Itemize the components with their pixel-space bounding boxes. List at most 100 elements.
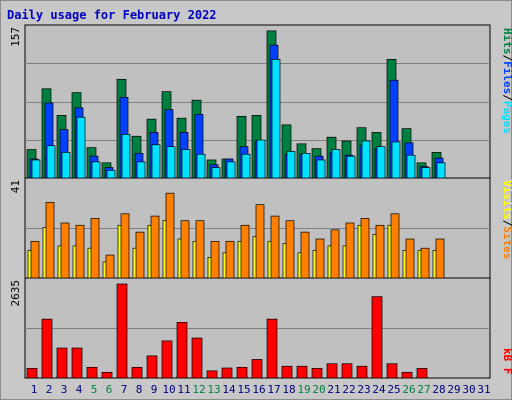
bar-pages-day-26 [406,154,416,179]
legend-visits-sites: Visits/Sites [501,180,512,260]
bar-sites-day-3 [60,222,70,279]
bar-sites-day-25 [390,213,400,279]
x-tick-day-24: 24 [372,383,386,396]
bar-kbytes-day-15 [236,366,248,379]
bar-pages-day-15 [241,153,251,179]
legend-visits-sites-part: / [501,220,512,227]
bar-sites-day-1 [30,240,40,279]
x-tick-day-17: 17 [267,383,280,396]
x-tick-day-6: 6 [106,383,113,396]
bar-pages-day-23 [361,140,371,179]
bar-sites-day-16 [255,204,265,279]
x-tick-day-10: 10 [162,383,175,396]
bar-pages-day-28 [436,162,446,179]
x-tick-day-23: 23 [357,383,370,396]
x-tick-day-25: 25 [387,383,400,396]
bar-kbytes-day-25 [386,363,398,379]
bar-kbytes-day-26 [401,371,413,379]
x-tick-day-22: 22 [342,383,355,396]
bar-kbytes-day-11 [176,321,188,379]
bar-sites-day-14 [225,240,235,279]
bar-sites-day-23 [360,218,370,279]
bar-pages-day-1 [31,159,41,179]
bar-pages-day-21 [331,149,341,179]
bar-kbytes-day-6 [101,371,113,379]
x-tick-day-3: 3 [61,383,68,396]
x-tick-day-5: 5 [91,383,98,396]
bar-pages-day-3 [61,152,71,179]
bar-pages-day-8 [136,161,146,179]
bar-sites-day-12 [195,220,205,279]
x-tick-day-4: 4 [76,383,83,396]
x-tick-day-2: 2 [46,383,53,396]
bar-sites-day-17 [270,215,280,279]
bar-pages-day-13 [211,167,221,179]
bar-sites-day-15 [240,224,250,279]
legend-visits-sites-part: Sites [501,226,512,259]
x-tick-day-13: 13 [207,383,220,396]
bar-sites-day-18 [285,220,295,279]
bar-sites-day-2 [45,201,55,279]
bar-kbytes-day-21 [326,363,338,379]
bar-sites-day-9 [150,215,160,279]
bar-pages-day-14 [226,161,236,179]
bar-sites-day-19 [300,231,310,279]
bar-kbytes-day-12 [191,337,203,379]
bar-kbytes-day-5 [86,366,98,379]
x-tick-day-8: 8 [136,383,143,396]
bar-kbytes-day-19 [296,365,308,379]
x-tick-day-19: 19 [297,383,310,396]
bar-pages-day-6 [106,170,116,179]
bar-pages-day-10 [166,146,176,179]
legend-hits-files-pages: Hits/Files/Pages [501,28,512,134]
bar-kbytes-day-4 [71,347,83,379]
bar-kbytes-day-24 [371,296,383,379]
x-tick-day-28: 28 [432,383,445,396]
bar-kbytes-day-1 [26,368,38,379]
bar-sites-day-4 [75,224,85,279]
legend-hits-files-pages-part: Files [501,61,512,94]
legend-hits-files-pages-part: / [501,94,512,101]
bar-sites-day-11 [180,220,190,279]
bar-kbytes-day-10 [161,340,173,379]
bar-kbytes-day-27 [416,368,428,379]
x-tick-day-7: 7 [121,383,128,396]
bar-sites-day-10 [165,192,175,279]
bar-sites-day-7 [120,213,130,279]
x-tick-day-21: 21 [327,383,340,396]
bar-pages-day-11 [181,149,191,179]
x-tick-day-27: 27 [417,383,430,396]
bar-pages-day-9 [151,144,161,179]
ymax-label-visits-sites: 41 [9,180,22,193]
x-tick-day-14: 14 [222,383,236,396]
bar-pages-day-2 [46,145,56,179]
bar-kbytes-day-22 [341,363,353,379]
bar-kbytes-day-2 [41,318,53,379]
legend-kbytes-part: kB F [501,348,512,375]
bar-pages-day-19 [301,152,311,179]
bar-pages-day-24 [376,146,386,179]
x-tick-day-15: 15 [237,383,250,396]
bar-pages-day-7 [121,133,131,179]
bar-kbytes-day-7 [116,283,128,379]
bar-kbytes-day-3 [56,347,68,379]
bar-pages-day-5 [91,161,101,179]
x-tick-day-12: 12 [192,383,205,396]
x-tick-day-26: 26 [402,383,415,396]
bar-pages-day-16 [256,139,266,179]
legend-hits-files-pages-part: / [501,55,512,62]
bar-pages-day-4 [76,116,86,179]
bar-sites-day-21 [330,229,340,279]
x-tick-day-30: 30 [462,383,475,396]
bar-kbytes-day-9 [146,355,158,379]
bar-pages-day-18 [286,151,296,179]
bar-sites-day-5 [90,218,100,279]
chart-title: Daily usage for February 2022 [7,8,217,22]
bar-sites-day-20 [315,238,325,279]
bar-sites-day-8 [135,231,145,279]
bar-kbytes-day-23 [356,365,368,379]
legend-kbytes: kB F [501,348,512,375]
bar-kbytes-day-14 [221,367,233,379]
x-tick-day-16: 16 [252,383,265,396]
